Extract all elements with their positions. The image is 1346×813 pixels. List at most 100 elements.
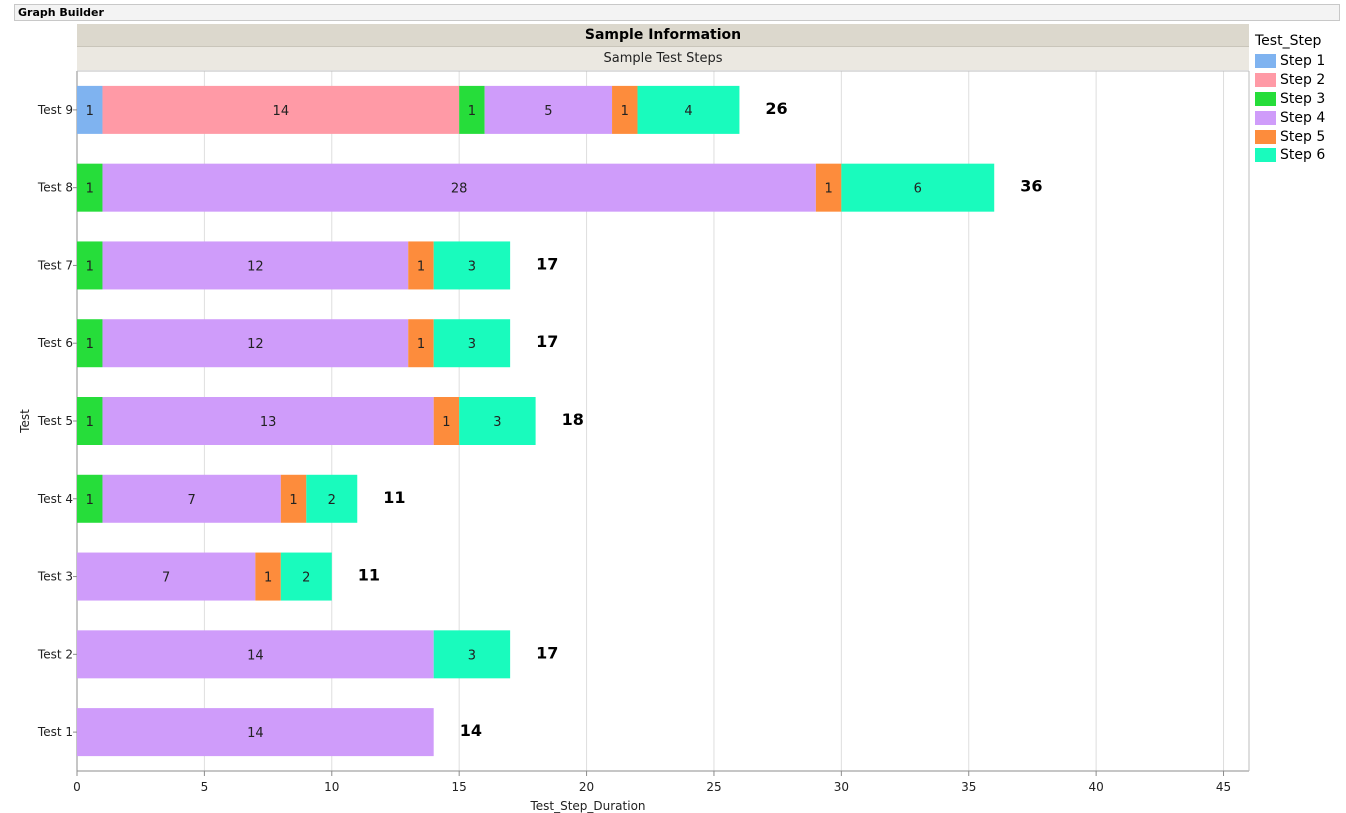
bar-total-label: 17 [536,254,558,273]
bar-segment-label: 3 [468,648,476,663]
x-tick-label: 15 [452,780,467,794]
y-tick-label: Test 9 [37,103,73,117]
legend-label: Step 1 [1280,53,1326,70]
bar-segment [77,319,103,368]
x-tick-label: 0 [73,780,81,794]
legend-label: Step 6 [1280,147,1326,164]
bar-total-label: 14 [460,721,482,740]
bar-segment [102,319,409,368]
bar-segment [77,241,103,290]
bar-segment [77,163,103,212]
bar-segment-label: 1 [417,337,425,352]
bar-total-label: 18 [562,410,584,429]
bar-segment [484,85,613,134]
bar-segment [77,630,434,679]
y-tick-label: Test 5 [37,414,73,428]
x-tick-label: 40 [1088,780,1103,794]
bar-segment [102,397,434,445]
legend-swatch [1255,148,1276,163]
bar-segment [77,474,103,523]
bar-segment-label: 1 [86,182,94,197]
bar-segment [77,397,103,445]
bar-segment-label: 14 [247,648,264,663]
legend-item: Step 5 [1255,127,1325,146]
bar-segment [255,552,281,601]
legend-label: Step 2 [1280,72,1326,89]
bar-total-label: 11 [383,488,405,507]
y-tick-label: Test 8 [37,181,73,195]
bar-segment [433,630,511,679]
bar-segment-label: 1 [86,259,94,274]
bar-segment [408,319,434,368]
bar-total-label: 17 [536,643,558,662]
legend-items: Step 1 Step 2 Step 3 Step 4 Step 5 Step 6 [1255,52,1325,165]
bar-segment [841,163,995,212]
bar-segment-label: 14 [247,726,264,741]
legend-item: Step 6 [1255,146,1325,165]
legend-swatch [1255,73,1276,88]
bar-segment [306,474,358,523]
bar-segment-label: 1 [86,493,94,508]
legend-label: Step 5 [1280,128,1326,145]
bar-segment [77,85,103,134]
bar-segment-label: 3 [493,415,501,430]
bar-segment [612,85,638,134]
chart-title-band: Sample Information [77,24,1249,47]
bar-total-label: 17 [536,332,558,351]
bar-segment-label: 14 [273,104,290,119]
y-axis-title: Test [18,409,32,434]
bar-segment [815,163,842,212]
bar-segment [280,552,332,601]
y-tick-label: Test 1 [37,725,73,739]
bar-segment-label: 12 [247,259,264,274]
x-tick-label: 20 [579,780,594,794]
x-tick-label: 10 [324,780,339,794]
app-title: Graph Builder [18,6,104,19]
chart-subtitle: Sample Test Steps [603,51,723,66]
bar-segment [77,552,256,601]
chart-subtitle-band: Sample Test Steps [77,47,1249,70]
bar-segment-label: 7 [188,493,196,508]
legend: Test_Step Step 1 Step 2 Step 3 Step 4 Step 5… [1255,32,1325,165]
bar-segment-label: 4 [684,104,692,119]
legend-label: Step 4 [1280,109,1326,126]
x-tick-label: 25 [706,780,721,794]
bar-segment-label: 1 [468,104,476,119]
bar-segment-label: 7 [162,571,170,586]
bar-segment [77,708,434,757]
legend-item: Step 4 [1255,108,1325,127]
bar-segment [102,474,281,523]
legend-item: Step 1 [1255,52,1325,71]
x-tick-label: 5 [201,780,209,794]
bar-segment-label: 1 [86,104,94,119]
bar-segment-label: 1 [86,415,94,430]
bar-total-label: 11 [358,566,380,585]
bar-segment [280,474,307,523]
bar-segment-label: 12 [247,337,264,352]
bar-segment [102,163,816,212]
y-tick-label: Test 3 [37,570,73,584]
x-axis-title: Test_Step_Duration [529,799,645,813]
legend-swatch [1255,110,1276,125]
bar-segment-label: 2 [302,571,310,586]
bar-segment-label: 1 [442,415,450,430]
bar-segment-label: 5 [544,104,552,119]
x-tick-label: 45 [1216,780,1231,794]
bar-segment-label: 13 [260,415,277,430]
legend-swatch [1255,129,1276,144]
bar-segment [433,397,460,445]
y-tick-label: Test 4 [37,492,73,506]
x-tick-label: 30 [834,780,849,794]
graph-builder-header: Graph Builder [14,4,1340,21]
bar-segment [433,241,511,290]
bar-segment [408,241,434,290]
bar-segment [459,397,536,445]
bar-segment-label: 1 [824,182,832,197]
y-tick-label: Test 2 [37,647,73,661]
x-tick-label: 35 [961,780,976,794]
legend-title: Test_Step [1255,33,1322,49]
bar-segment [459,85,485,134]
y-tick-label: Test 6 [37,336,73,350]
bar-segment-label: 1 [621,104,629,119]
